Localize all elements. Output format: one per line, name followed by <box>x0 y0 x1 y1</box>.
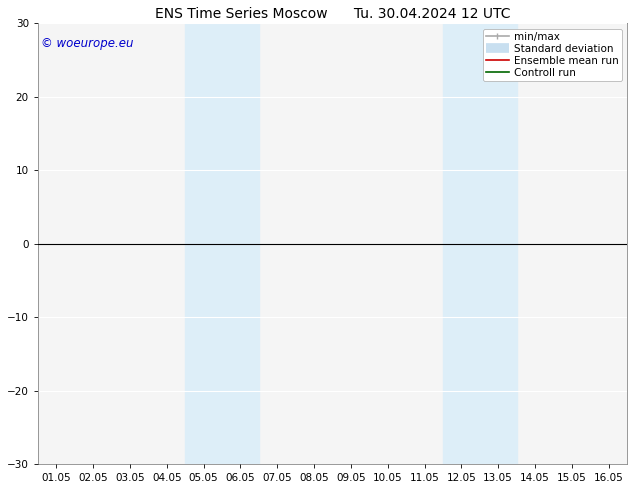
Legend: min/max, Standard deviation, Ensemble mean run, Controll run: min/max, Standard deviation, Ensemble me… <box>482 29 622 81</box>
Title: ENS Time Series Moscow      Tu. 30.04.2024 12 UTC: ENS Time Series Moscow Tu. 30.04.2024 12… <box>155 7 510 21</box>
Text: © woeurope.eu: © woeurope.eu <box>41 37 133 49</box>
Bar <box>443 24 517 464</box>
Bar <box>185 24 259 464</box>
